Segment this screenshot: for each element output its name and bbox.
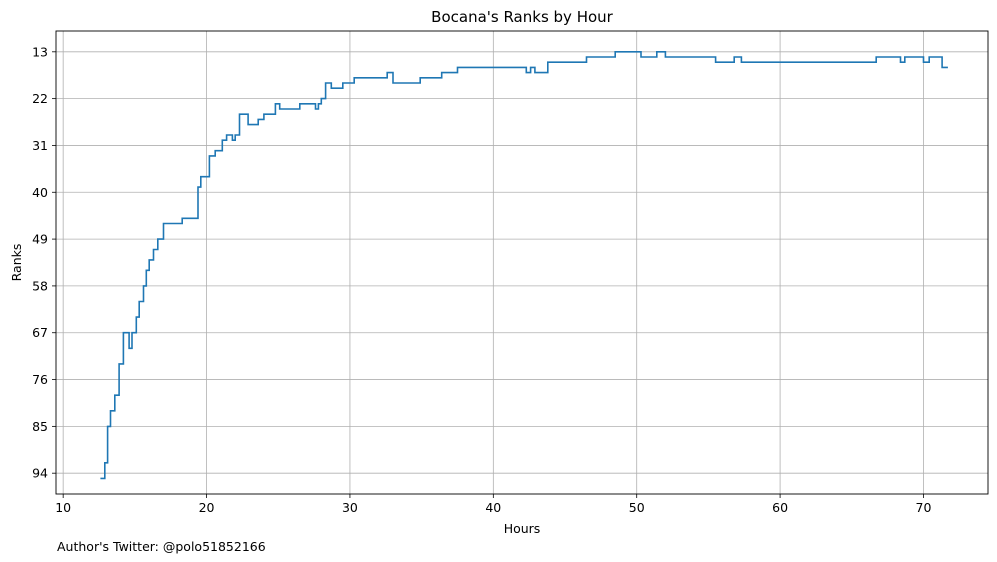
x-tick-label: 60 xyxy=(772,500,788,515)
y-tick-label: 22 xyxy=(32,91,48,106)
y-tick-label: 58 xyxy=(32,278,48,293)
chart-title: Bocana's Ranks by Hour xyxy=(431,8,614,26)
plot-frame xyxy=(55,30,989,495)
rank-series-line xyxy=(100,51,948,480)
x-tick-label: 70 xyxy=(916,500,932,515)
author-credit: Author's Twitter: @polo51852166 xyxy=(57,539,266,554)
grid-lines xyxy=(56,31,988,494)
x-tick-label: 50 xyxy=(629,500,645,515)
axis-ticks: 10 20 30 40 50 60 70 13 22 31 40 49 58 67 76 85 94 xyxy=(32,44,931,515)
y-tick-label: 13 xyxy=(32,44,48,59)
x-tick-label: 10 xyxy=(55,500,71,515)
y-tick-label: 85 xyxy=(32,419,48,434)
y-tick-label: 94 xyxy=(32,466,48,481)
x-axis-label: Hours xyxy=(504,521,541,536)
x-tick-label: 20 xyxy=(199,500,215,515)
y-tick-label: 76 xyxy=(32,372,48,387)
y-axis-label: Ranks xyxy=(9,244,24,282)
y-tick-label: 40 xyxy=(32,185,48,200)
y-tick-label: 67 xyxy=(32,325,48,340)
x-tick-label: 40 xyxy=(485,500,501,515)
y-tick-label: 31 xyxy=(32,138,48,153)
y-tick-label: 49 xyxy=(32,232,48,247)
x-tick-label: 30 xyxy=(342,500,358,515)
